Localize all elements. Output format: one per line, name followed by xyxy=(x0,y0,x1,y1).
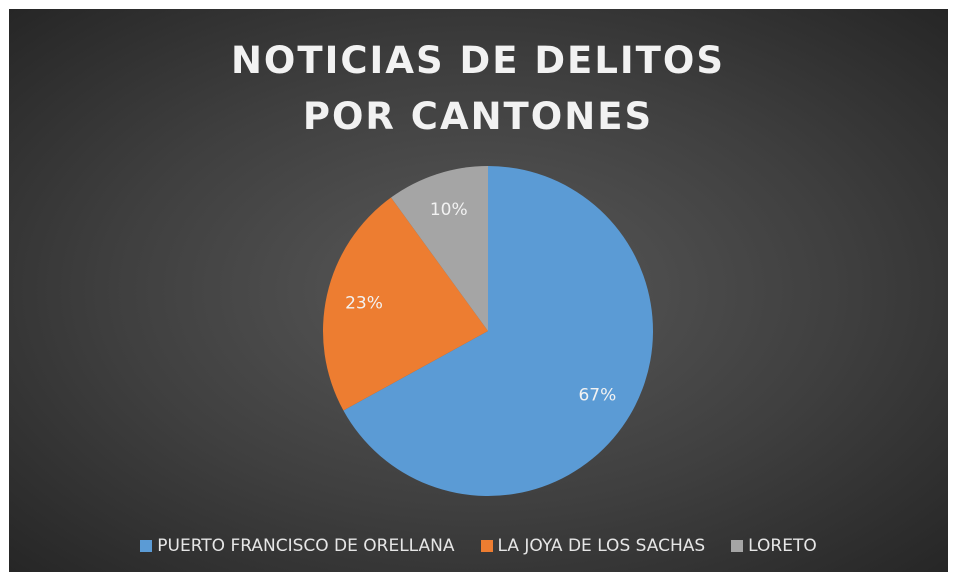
legend-label: PUERTO FRANCISCO DE ORELLANA xyxy=(157,536,455,556)
legend: PUERTO FRANCISCO DE ORELLANA LA JOYA DE L… xyxy=(9,536,948,556)
pie-slice xyxy=(343,166,653,496)
slice-label: 10% xyxy=(430,200,468,220)
slice-label: 23% xyxy=(345,293,383,313)
legend-swatch xyxy=(140,540,153,552)
legend-item: LORETO xyxy=(731,536,817,556)
legend-item: PUERTO FRANCISCO DE ORELLANA xyxy=(140,536,455,556)
pie-slice xyxy=(323,197,488,411)
legend-swatch xyxy=(480,540,493,552)
legend-item: LA JOYA DE LOS SACHAS xyxy=(480,536,706,556)
slice-label: 67% xyxy=(578,386,616,406)
plot: 67% 23% 10% xyxy=(323,166,653,496)
legend-label: LORETO xyxy=(748,536,817,556)
chart: NOTICIAS DE DELITOS POR CANTONES 67% 23% 1… xyxy=(9,9,948,572)
legend-swatch xyxy=(731,540,744,552)
legend-label: LA JOYA DE LOS SACHAS xyxy=(497,536,706,556)
chart-title: NOTICIAS DE DELITOS POR CANTONES xyxy=(230,39,726,138)
pie-slice xyxy=(391,166,488,331)
